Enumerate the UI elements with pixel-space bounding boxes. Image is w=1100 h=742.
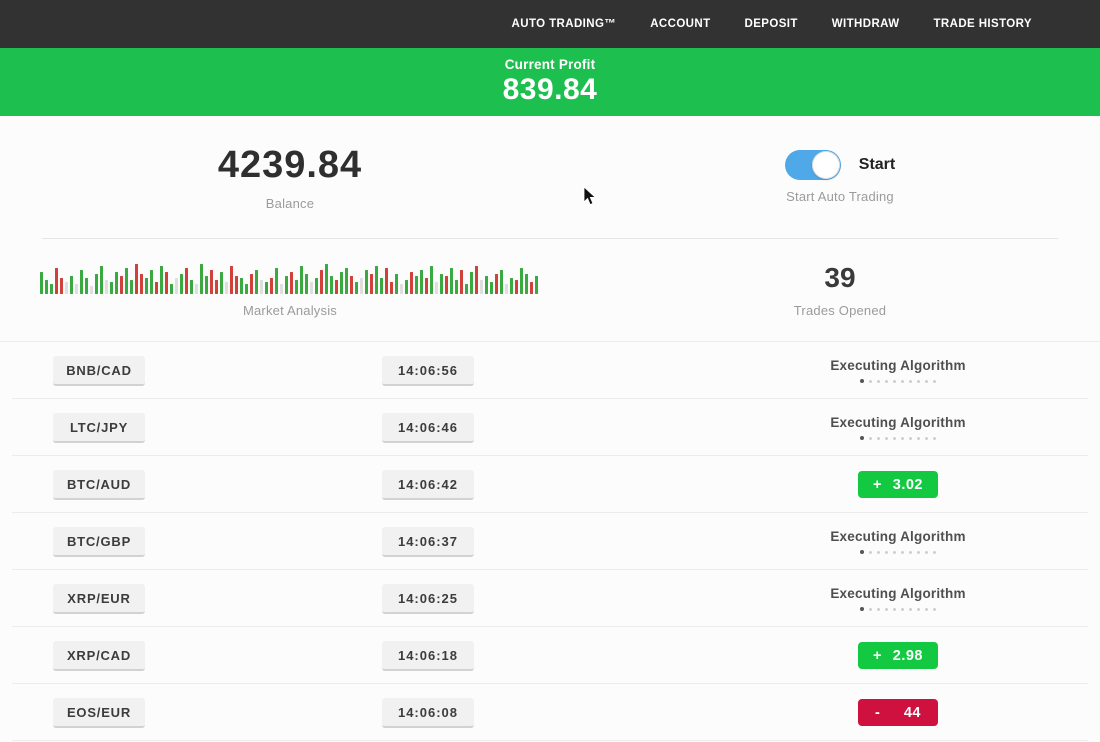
pair-badge: BTC/AUD xyxy=(53,470,145,500)
time-badge: 14:06:56 xyxy=(382,356,474,386)
stats-top-row: 4239.84 Balance Start Start Auto Trading xyxy=(0,116,1100,238)
result-sign: - xyxy=(875,704,881,721)
result-sign: + xyxy=(873,647,882,664)
result-value: 44 xyxy=(903,704,921,721)
time-badge: 14:06:08 xyxy=(382,698,474,728)
trade-row: XRP/CAD 14:06:18 +2.98 xyxy=(12,627,1088,684)
auto-trading-toggle[interactable] xyxy=(784,150,841,180)
current-profit-label: Current Profit xyxy=(504,57,596,72)
market-analysis-chart xyxy=(40,262,540,294)
dashboard: 4239.84 Balance Start Start Auto Trading… xyxy=(0,116,1100,741)
time-badge: 14:06:46 xyxy=(382,413,474,443)
stats-divider xyxy=(42,238,1058,239)
result-value: 3.02 xyxy=(892,476,923,493)
trade-row: BNB/CAD 14:06:56 Executing Algorithm xyxy=(12,342,1088,399)
nav-item-withdraw[interactable]: WITHDRAW xyxy=(831,18,900,30)
nav-menu: AUTO TRADING™ ACCOUNT DEPOSIT WITHDRAW TRADE… xyxy=(478,18,1032,30)
profit-badge: +2.98 xyxy=(858,642,938,669)
executing-algorithm-label: Executing Algorithm xyxy=(830,586,966,601)
pair-badge: LTC/JPY xyxy=(53,413,145,443)
nav-item-trade-history[interactable]: TRADE HISTORY xyxy=(933,18,1032,30)
trade-status: +3.02 xyxy=(798,456,998,513)
toggle-knob[interactable] xyxy=(811,151,840,179)
loss-badge: - 44 xyxy=(858,699,938,726)
progress-dots xyxy=(858,436,939,440)
top-nav: AUTO TRADING™ ACCOUNT DEPOSIT WITHDRAW TRADE… xyxy=(0,0,1100,48)
toggle-label: Start xyxy=(858,156,896,173)
pair-badge: BTC/GBP xyxy=(53,527,145,557)
progress-dots xyxy=(858,379,939,383)
result-sign: + xyxy=(873,476,882,493)
trade-status: Executing Algorithm xyxy=(798,570,998,627)
nav-item-auto-trading[interactable]: AUTO TRADING™ xyxy=(511,18,617,30)
auto-trading-label: Start Auto Trading xyxy=(786,189,894,204)
trade-status: Executing Algorithm xyxy=(798,399,998,456)
time-badge: 14:06:18 xyxy=(382,641,474,671)
pair-badge: XRP/EUR xyxy=(53,584,145,614)
trades-opened-block: 39 Trades Opened xyxy=(580,239,1100,341)
result-value: 2.98 xyxy=(892,647,923,664)
market-analysis-block: Market Analysis xyxy=(0,239,580,341)
trade-status: +2.98 xyxy=(798,627,998,684)
nav-item-deposit[interactable]: DEPOSIT xyxy=(744,18,798,30)
trade-row: BTC/GBP 14:06:37 Executing Algorithm xyxy=(12,513,1088,570)
time-badge: 14:06:25 xyxy=(382,584,474,614)
trade-row: EOS/EUR 14:06:08 - 44 xyxy=(12,684,1088,741)
time-badge: 14:06:37 xyxy=(382,527,474,557)
profit-badge: +3.02 xyxy=(858,471,938,498)
time-badge: 14:06:42 xyxy=(382,470,474,500)
mouse-cursor xyxy=(583,186,597,206)
pair-badge: BNB/CAD xyxy=(53,356,145,386)
progress-dots xyxy=(858,607,939,611)
current-profit-value: 839.84 xyxy=(502,73,598,106)
pair-badge: EOS/EUR xyxy=(53,698,145,728)
pair-badge: XRP/CAD xyxy=(53,641,145,671)
trade-row: BTC/AUD 14:06:42 +3.02 xyxy=(12,456,1088,513)
nav-item-account[interactable]: ACCOUNT xyxy=(650,18,711,30)
balance-label: Balance xyxy=(265,195,315,211)
trade-status: Executing Algorithm xyxy=(798,513,998,570)
executing-algorithm-label: Executing Algorithm xyxy=(830,415,966,430)
trade-row: XRP/EUR 14:06:25 Executing Algorithm xyxy=(12,570,1088,627)
executing-algorithm-label: Executing Algorithm xyxy=(830,529,966,544)
trade-status: Executing Algorithm xyxy=(798,342,998,399)
auto-trading-block: Start Start Auto Trading xyxy=(580,116,1100,238)
trade-status: - 44 xyxy=(798,684,998,741)
trades-opened-label: Trades Opened xyxy=(793,303,887,318)
market-analysis-label: Market Analysis xyxy=(242,303,338,318)
trades-opened-value: 39 xyxy=(824,262,856,293)
balance-value: 4239.84 xyxy=(217,143,363,186)
trades-list: BNB/CAD 14:06:56 Executing Algorithm LTC… xyxy=(0,341,1100,741)
profit-banner: Current Profit 839.84 xyxy=(0,48,1100,116)
stats-bottom-row: Market Analysis 39 Trades Opened xyxy=(0,239,1100,341)
balance-block: 4239.84 Balance xyxy=(0,116,580,238)
progress-dots xyxy=(858,550,939,554)
trade-row: LTC/JPY 14:06:46 Executing Algorithm xyxy=(12,399,1088,456)
executing-algorithm-label: Executing Algorithm xyxy=(830,358,966,373)
